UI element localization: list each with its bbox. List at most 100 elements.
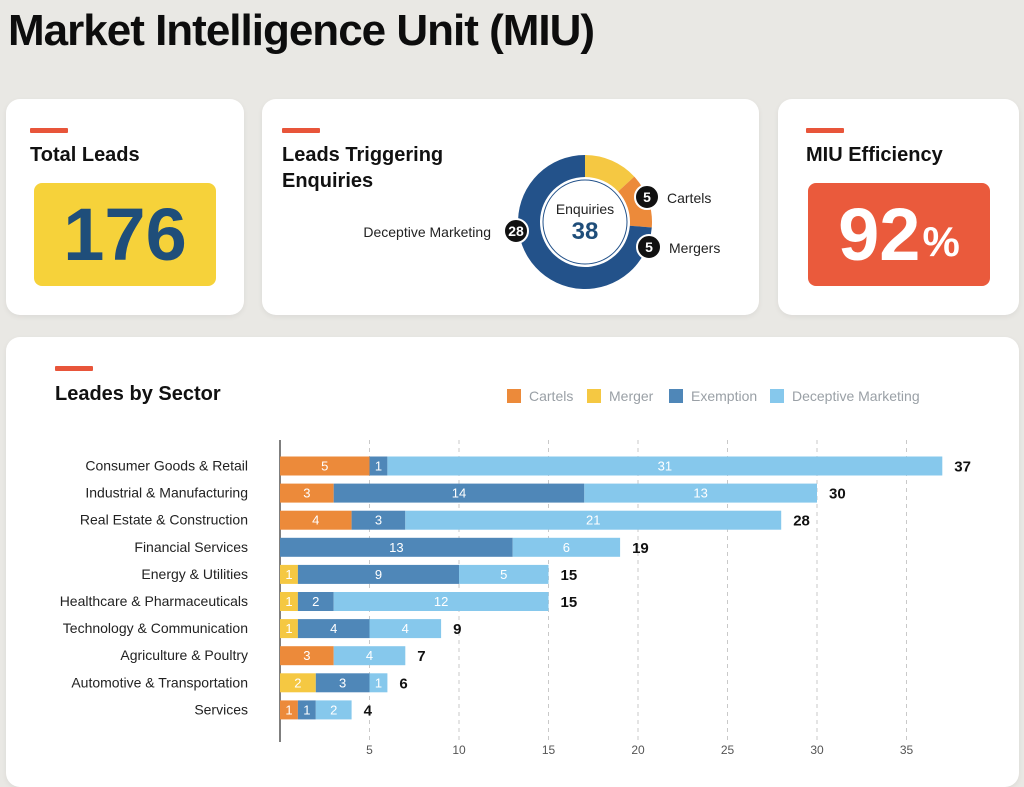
- donut-segment-label: Deceptive Marketing: [363, 224, 491, 240]
- bar-segment: [369, 456, 388, 476]
- bar-segment: [297, 592, 334, 611]
- category-label: Technology & Communication: [63, 620, 248, 636]
- bar-total-label: 28: [793, 513, 810, 530]
- x-tick-label: 5: [366, 743, 373, 757]
- efficiency-value: 92: [838, 193, 921, 276]
- bar-value-label: 3: [303, 648, 310, 663]
- bar-value-label: 1: [285, 702, 292, 717]
- bar-value-label: 2: [330, 702, 337, 717]
- value-badge-text: 28: [508, 223, 524, 239]
- bar-segment: [512, 537, 621, 557]
- bar-value-label: 5: [500, 567, 507, 582]
- legend-label: Merger: [609, 388, 654, 404]
- bar-segment: [333, 592, 549, 611]
- category-label: Automotive & Transportation: [71, 674, 248, 690]
- total-leads-title: Total Leads: [30, 144, 140, 166]
- bar-total-label: 15: [561, 594, 578, 611]
- bar-segment: [280, 700, 298, 720]
- bar-segment: [315, 700, 352, 720]
- bar-value-label: 1: [285, 567, 292, 582]
- bar-total-label: 9: [453, 621, 461, 638]
- enquiries-title-line2: Enquiries: [282, 170, 374, 192]
- donut-center-value: 38: [572, 218, 599, 245]
- bar-total-label: 6: [399, 675, 407, 692]
- sector-bar-chart: Cartels Merger Exemption Deceptive Marketin…: [60, 388, 971, 757]
- category-label: Consumer Goods & Retail: [85, 458, 248, 474]
- value-badge-text: 5: [645, 239, 653, 255]
- bar-segment: [280, 673, 316, 693]
- donut-center: [542, 179, 628, 265]
- bar-total-label: 7: [417, 648, 425, 665]
- page-title: Market Intelligence Unit (MIU): [8, 6, 595, 55]
- bar-segment: [369, 619, 442, 639]
- bar-segment: [280, 456, 370, 476]
- bar-value-label: 13: [693, 486, 707, 501]
- accent-bar: [30, 128, 68, 133]
- bar-value-label: 5: [321, 459, 328, 474]
- bar-value-label: 1: [375, 459, 382, 474]
- category-label: Agriculture & Poultry: [120, 647, 248, 663]
- x-tick-label: 25: [721, 743, 735, 757]
- category-label: Industrial & Manufacturing: [85, 485, 248, 501]
- bar-segment: [584, 483, 817, 503]
- donut-segment-label: Cartels: [667, 190, 711, 206]
- category-label: Financial Services: [134, 539, 248, 555]
- legend-swatch: [507, 389, 521, 403]
- value-badge-text: 5: [643, 189, 651, 205]
- efficiency-title: MIU Efficiency: [806, 144, 943, 166]
- bar-value-label: 12: [434, 594, 448, 609]
- bar-segment: [297, 564, 459, 584]
- category-label: Real Estate & Construction: [80, 512, 248, 528]
- enquiries-title: Leads Triggering Enquiries: [282, 142, 443, 194]
- bar-value-label: 4: [402, 621, 409, 636]
- accent-bar: [806, 128, 844, 133]
- total-leads-value-box: 176: [34, 183, 216, 286]
- sector-chart-card: Leades by Sector Cartels Merger Exemption D…: [6, 337, 1019, 787]
- legend-label: Exemption: [691, 388, 757, 404]
- bar-segment: [351, 510, 406, 530]
- bar-segment: [369, 673, 388, 693]
- bar-value-label: 3: [303, 486, 310, 501]
- donut-center-label: Enquiries: [556, 201, 614, 217]
- category-label: Healthcare & Pharmaceuticals: [60, 593, 248, 609]
- bar-segment: [280, 483, 334, 503]
- bar-total-label: 19: [632, 540, 649, 557]
- bar-segment: [280, 619, 298, 639]
- bar-segment: [405, 510, 782, 530]
- value-badge: [503, 218, 529, 244]
- donut-slice: [517, 155, 652, 289]
- bar-segment: [280, 510, 352, 530]
- bar-total-label: 30: [829, 486, 846, 503]
- bar-total-label: 4: [364, 702, 373, 719]
- x-tick-label: 30: [810, 743, 824, 757]
- bar-value-label: 4: [312, 513, 319, 528]
- donut-segment-label: Mergers: [669, 240, 720, 256]
- bar-segment: [333, 646, 406, 666]
- legend-swatch: [669, 389, 683, 403]
- bar-value-label: 2: [312, 594, 319, 609]
- bar-value-label: 6: [563, 540, 570, 555]
- bar-value-label: 1: [303, 702, 310, 717]
- bar-value-label: 4: [366, 648, 373, 663]
- x-tick-label: 15: [542, 743, 556, 757]
- bar-segment: [315, 673, 370, 693]
- legend-label: Cartels: [529, 388, 573, 404]
- bar-segment: [387, 456, 943, 476]
- accent-bar: [282, 128, 320, 133]
- legend-swatch: [587, 389, 601, 403]
- bar-value-label: 13: [389, 540, 403, 555]
- bar-value-label: 2: [294, 675, 301, 690]
- donut-slice: [585, 155, 635, 192]
- total-leads-card: Total Leads 176: [6, 99, 244, 315]
- bar-segment: [280, 592, 298, 611]
- bar-value-label: 3: [375, 513, 382, 528]
- x-tick-label: 10: [452, 743, 466, 757]
- bar-segment: [280, 646, 334, 666]
- bar-segment: [459, 564, 549, 584]
- bar-segment: [333, 483, 585, 503]
- category-label: Energy & Utilities: [141, 566, 248, 582]
- bar-value-label: 14: [452, 486, 466, 501]
- category-label: Services: [194, 701, 248, 717]
- bar-value-label: 3: [339, 675, 346, 690]
